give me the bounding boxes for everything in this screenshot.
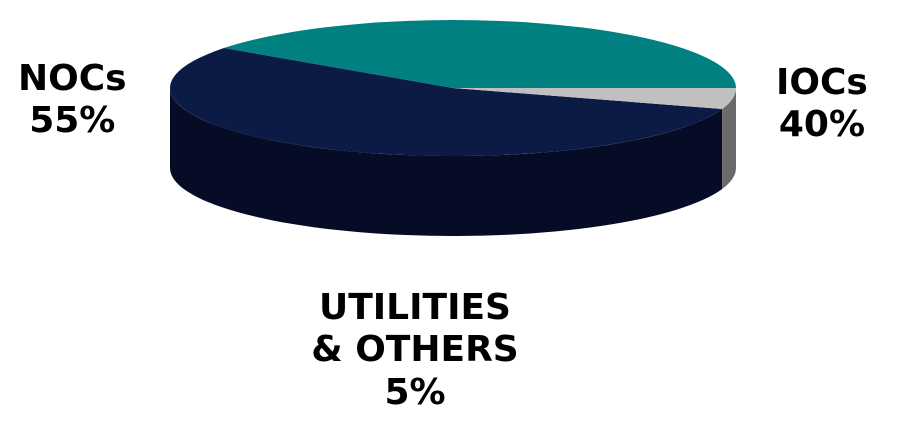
slice-label-iocs-percent: 40% [778, 104, 866, 146]
pie-sides [170, 88, 736, 236]
slice-label-nocs-percent: 55% [29, 100, 116, 142]
pie-side-nocs [170, 88, 723, 236]
slice-label-utilities-percent: 5% [384, 371, 446, 413]
pie-side-utilities [722, 88, 736, 190]
slice-label-nocs-name: NOCs [18, 58, 127, 99]
slice-label-utilities: UTILITIES & OTHERS 5% [290, 287, 540, 414]
pie-slice-iocs [224, 19, 736, 88]
pie-tops [170, 19, 736, 156]
pie-slice-utilities [453, 88, 736, 110]
pie-slice-nocs [170, 48, 723, 156]
slice-label-utilities-line2: & OTHERS [311, 329, 519, 371]
slice-label-nocs: NOCs 55% [18, 58, 127, 143]
slice-label-iocs: IOCs 40% [776, 62, 868, 147]
slice-label-iocs-name: IOCs [776, 62, 868, 103]
slice-label-utilities-line1: UTILITIES [319, 287, 511, 328]
